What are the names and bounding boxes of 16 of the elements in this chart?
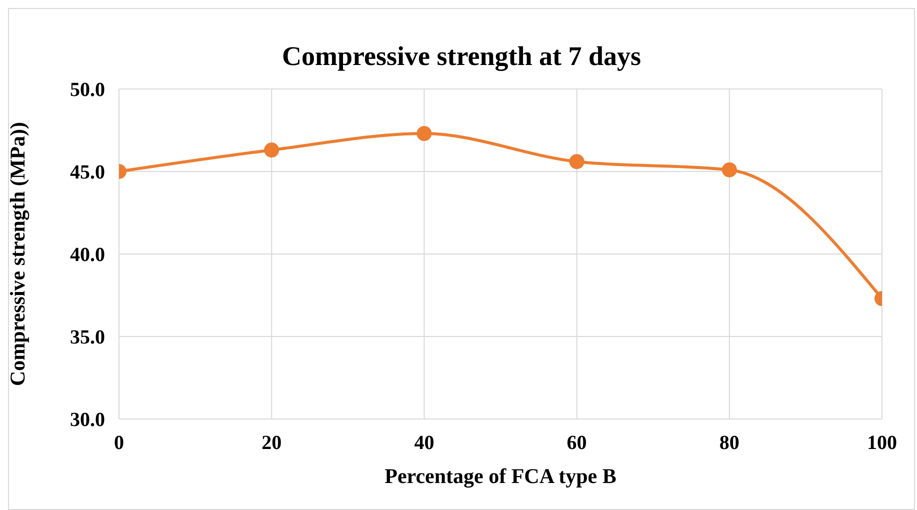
x-tick-label: 80 <box>719 432 740 454</box>
y-axis-title: Compressive strength (MPa)) <box>5 122 30 386</box>
chart-title: Compressive strength at 7 days <box>280 41 642 72</box>
x-tick-label: 20 <box>262 432 282 454</box>
y-tick-label: 30.0 <box>70 409 105 432</box>
x-tick-label: 60 <box>566 432 587 454</box>
y-tick-label: 40.0 <box>70 244 105 266</box>
point <box>416 126 432 142</box>
point <box>569 154 584 170</box>
y-tick-label: 50.0 <box>70 79 105 102</box>
x-tick-label: 0 <box>114 432 124 454</box>
x-tick-label: 100 <box>867 432 897 454</box>
x-tick-label: 40 <box>414 432 434 454</box>
x-axis-title: Percentage of FCA type B <box>384 464 616 488</box>
y-tick-label: 45.0 <box>70 162 105 184</box>
y-tick-label: 35.0 <box>70 326 105 349</box>
